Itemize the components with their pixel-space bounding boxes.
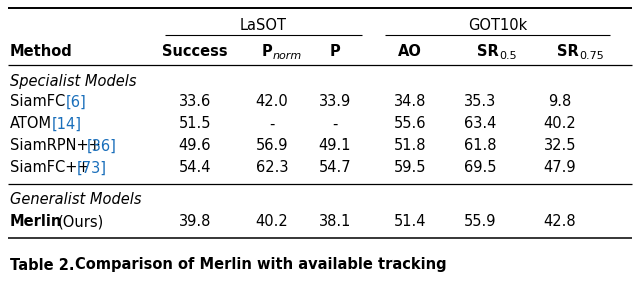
Text: 55.9: 55.9: [464, 215, 496, 230]
Text: 55.6: 55.6: [394, 116, 426, 132]
Text: 34.8: 34.8: [394, 95, 426, 109]
Text: P: P: [262, 44, 273, 60]
Text: 38.1: 38.1: [319, 215, 351, 230]
Text: 33.6: 33.6: [179, 95, 211, 109]
Text: SR: SR: [557, 44, 579, 60]
Text: (Ours): (Ours): [58, 215, 104, 230]
Text: 42.8: 42.8: [544, 215, 576, 230]
Text: 0.75: 0.75: [579, 51, 604, 61]
Text: LaSOT: LaSOT: [240, 18, 287, 33]
Text: 49.1: 49.1: [319, 139, 351, 154]
Text: -: -: [269, 116, 275, 132]
Text: 51.8: 51.8: [394, 139, 426, 154]
Text: 69.5: 69.5: [464, 161, 496, 175]
Text: 54.7: 54.7: [319, 161, 351, 175]
Text: SiamFC: SiamFC: [10, 95, 65, 109]
Text: 63.4: 63.4: [464, 116, 496, 132]
Text: 61.8: 61.8: [464, 139, 496, 154]
Text: [36]: [36]: [87, 139, 117, 154]
Text: GOT10k: GOT10k: [468, 18, 527, 33]
Text: 33.9: 33.9: [319, 95, 351, 109]
Text: 62.3: 62.3: [256, 161, 288, 175]
Text: 0.5: 0.5: [499, 51, 516, 61]
Text: 51.4: 51.4: [394, 215, 426, 230]
Text: [14]: [14]: [52, 116, 82, 132]
Text: Comparison of Merlin with available tracking: Comparison of Merlin with available trac…: [75, 257, 447, 272]
Text: [6]: [6]: [66, 95, 87, 109]
Text: SiamRPN++: SiamRPN++: [10, 139, 100, 154]
Text: 9.8: 9.8: [548, 95, 572, 109]
Text: -: -: [332, 116, 338, 132]
Text: P: P: [330, 44, 340, 60]
Text: 54.4: 54.4: [179, 161, 211, 175]
Text: 35.3: 35.3: [464, 95, 496, 109]
Text: Method: Method: [10, 44, 73, 60]
Text: 56.9: 56.9: [256, 139, 288, 154]
Text: 47.9: 47.9: [544, 161, 576, 175]
Text: 40.2: 40.2: [255, 215, 289, 230]
Text: 59.5: 59.5: [394, 161, 426, 175]
Text: Generalist Models: Generalist Models: [10, 192, 141, 208]
Text: 49.6: 49.6: [179, 139, 211, 154]
Text: Success: Success: [162, 44, 228, 60]
Text: Merlin: Merlin: [10, 215, 62, 230]
Text: ATOM: ATOM: [10, 116, 52, 132]
Text: Specialist Models: Specialist Models: [10, 74, 136, 89]
Text: Table 2.: Table 2.: [10, 257, 74, 272]
Text: 51.5: 51.5: [179, 116, 211, 132]
Text: norm: norm: [273, 51, 302, 61]
Text: [73]: [73]: [77, 161, 107, 175]
Text: 39.8: 39.8: [179, 215, 211, 230]
Text: AO: AO: [398, 44, 422, 60]
Text: SiamFC++: SiamFC++: [10, 161, 90, 175]
Text: SR: SR: [477, 44, 499, 60]
Text: 40.2: 40.2: [543, 116, 577, 132]
Text: 42.0: 42.0: [255, 95, 289, 109]
Text: 32.5: 32.5: [544, 139, 576, 154]
